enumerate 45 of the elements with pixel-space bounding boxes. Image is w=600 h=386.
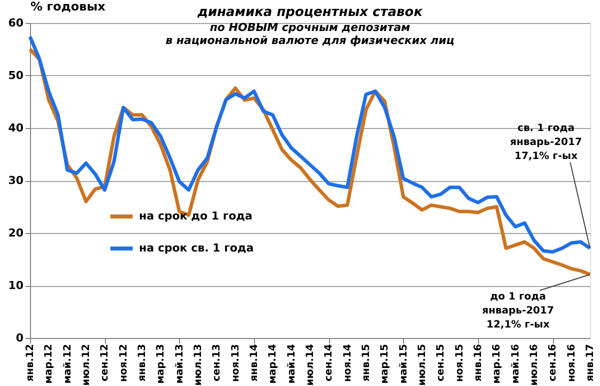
x-tick-label: ноя.15 <box>454 344 466 382</box>
x-tick-label: мар.12 <box>44 344 55 384</box>
x-tick-label: июл.16 <box>529 344 540 386</box>
x-tick-label: янв.12 <box>25 344 36 382</box>
x-tick-label: янв.13 <box>137 344 148 382</box>
x-tick-label: мар.13 <box>156 344 167 384</box>
x-tick-label: май.16 <box>510 344 522 384</box>
x-tick-label: июл.12 <box>81 344 92 386</box>
y-tick-label: 10 <box>8 279 24 292</box>
x-tick-label: май.12 <box>62 344 74 384</box>
x-tick-label: ноя.14 <box>342 344 354 382</box>
legend-label: на срок св. 1 года <box>139 242 254 254</box>
y-tick-label: 30 <box>8 174 24 187</box>
x-tick-label: май.15 <box>398 344 410 384</box>
x-tick-label: июл.13 <box>193 344 204 386</box>
y-axis-title: % годовых <box>30 0 106 14</box>
x-tick-label: мар.16 <box>492 344 503 384</box>
annotation: св. 1 года январь-2017 17,1% г-ых <box>510 123 582 162</box>
x-tick-label: янв.15 <box>361 344 372 382</box>
y-tick-label: 20 <box>8 226 24 240</box>
chart-subtitle: по НОВЫМ срочным депозитам в национальной валюте для физических лиц <box>166 21 454 47</box>
x-tick-label: сен.16 <box>548 344 559 382</box>
y-tick-label: 60 <box>8 16 24 30</box>
x-tick-label: май.14 <box>286 344 298 384</box>
x-tick-label: мар.15 <box>380 344 391 384</box>
y-tick-label: 50 <box>8 69 24 82</box>
x-tick-label: сен.15 <box>436 344 447 382</box>
x-tick-label: ноя.13 <box>230 344 242 382</box>
x-tick-label: сен.12 <box>100 344 111 382</box>
x-tick-label: сен.13 <box>212 344 223 382</box>
x-tick-label: ноя.16 <box>566 344 578 382</box>
x-tick-label: июл.15 <box>417 344 428 386</box>
y-tick-label: 0 <box>16 332 24 344</box>
legend-label: на срок до 1 года <box>139 210 252 222</box>
y-tick-label: 40 <box>8 122 24 134</box>
chart-title: динамика процентных ставок <box>196 5 424 20</box>
x-tick-label: янв.14 <box>249 344 260 382</box>
x-tick-label: май.13 <box>174 344 186 384</box>
x-tick-label: мар.14 <box>268 344 279 384</box>
x-tick-label: ноя.12 <box>118 344 130 382</box>
x-tick-label: июл.14 <box>305 344 316 386</box>
x-tick-label: янв.16 <box>473 344 484 382</box>
annotation: до 1 года январь-2017 12,1% г-ых <box>482 291 554 330</box>
x-tick-label: янв.17 <box>585 344 596 382</box>
x-tick-label: сен.14 <box>324 344 335 382</box>
